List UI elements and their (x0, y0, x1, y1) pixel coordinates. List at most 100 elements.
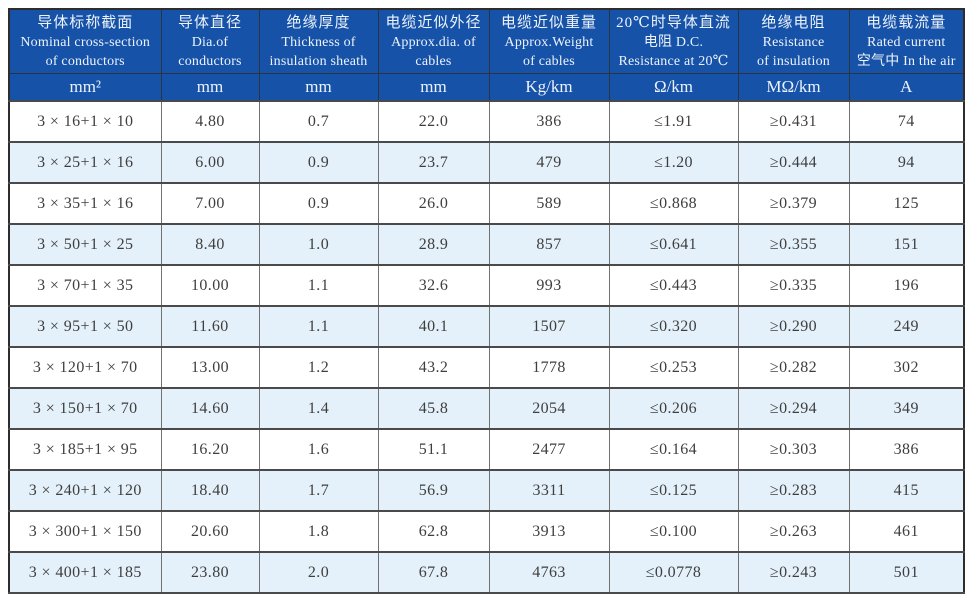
unit-cell: A (848, 73, 965, 102)
data-cell: 3 × 400+1 × 185 (8, 551, 162, 594)
header-line-cn: 导体直径 (177, 14, 242, 31)
data-cell: ≤0.868 (608, 182, 739, 225)
data-cell: ≤0.164 (608, 428, 739, 471)
data-cell: 10.00 (160, 264, 260, 307)
table-row: 3 × 400+1 × 185 23.80 2.0 67.8 4763 ≤0.0… (8, 551, 965, 594)
header-cell-conductor-diameter: 导体直径 Dia.of conductors (160, 8, 260, 74)
header-line-cn: 绝缘电阻 (761, 14, 826, 31)
data-cell: ≥0.263 (737, 510, 850, 553)
data-cell: 0.9 (258, 141, 379, 184)
header-row: 导体标称截面 Nominal cross-section of conducto… (8, 8, 965, 74)
header-cell-insulation-thickness: 绝缘厚度 Thickness of insulation sheath (258, 8, 379, 74)
header-line-mixed: 电阻 D.C. (643, 34, 704, 50)
header-line-en: Dia.of (191, 34, 229, 50)
data-cell: 386 (488, 100, 610, 143)
table-row: 3 × 240+1 × 120 18.40 1.7 56.9 3311 ≤0.1… (8, 469, 965, 512)
header-line-cn: 20℃时导体直流 (616, 14, 731, 31)
data-cell: 1.4 (258, 387, 379, 430)
data-cell: 302 (848, 346, 965, 389)
data-cell: ≥0.283 (737, 469, 850, 512)
header-line-cn: 电缆近似外径 (385, 14, 482, 31)
data-cell: 16.20 (160, 428, 260, 471)
data-cell: ≥0.303 (737, 428, 850, 471)
data-cell: 3 × 25+1 × 16 (8, 141, 162, 184)
header-cell-insulation-resistance: 绝缘电阻 Resistance of insulation (737, 8, 850, 74)
data-cell: ≥0.379 (737, 182, 850, 225)
data-cell: ≤0.253 (608, 346, 739, 389)
data-cell: 3 × 185+1 × 95 (8, 428, 162, 471)
data-cell: 151 (848, 223, 965, 266)
header-line-en: of cables (523, 53, 575, 69)
data-cell: ≤0.0778 (608, 551, 739, 594)
data-cell: 2.0 (258, 551, 379, 594)
header-line-en: Thickness of (281, 34, 356, 50)
data-cell: ≥0.282 (737, 346, 850, 389)
unit-row: mm² mm mm mm Kg/km Ω/km MΩ/km A (8, 73, 965, 102)
table-row: 3 × 70+1 × 35 10.00 1.1 32.6 993 ≤0.443 … (8, 264, 965, 307)
header-line-en: Resistance (762, 34, 825, 50)
data-cell: 4763 (488, 551, 610, 594)
data-cell: 7.00 (160, 182, 260, 225)
data-cell: ≥0.355 (737, 223, 850, 266)
header-line-cn: 绝缘厚度 (286, 14, 351, 31)
data-cell: 125 (848, 182, 965, 225)
data-cell: 3913 (488, 510, 610, 553)
data-cell: ≥0.243 (737, 551, 850, 594)
data-cell: 51.1 (377, 428, 490, 471)
data-cell: 32.6 (377, 264, 490, 307)
data-cell: ≤1.20 (608, 141, 739, 184)
data-cell: 3 × 240+1 × 120 (8, 469, 162, 512)
table-row: 3 × 185+1 × 95 16.20 1.6 51.1 2477 ≤0.16… (8, 428, 965, 471)
data-cell: 3 × 95+1 × 50 (8, 305, 162, 348)
data-cell: 23.7 (377, 141, 490, 184)
data-cell: 415 (848, 469, 965, 512)
data-cell: 20.60 (160, 510, 260, 553)
data-cell: 67.8 (377, 551, 490, 594)
table-row: 3 × 25+1 × 16 6.00 0.9 23.7 479 ≤1.20 ≥0… (8, 141, 965, 184)
data-cell: 23.80 (160, 551, 260, 594)
data-cell: 1.8 (258, 510, 379, 553)
header-line-en: conductors (178, 53, 242, 69)
data-cell: 0.7 (258, 100, 379, 143)
data-cell: 45.8 (377, 387, 490, 430)
data-cell: 26.0 (377, 182, 490, 225)
header-line-cn: 电缆载流量 (866, 14, 947, 31)
header-line-en: Rated current (867, 34, 946, 50)
data-cell: ≤0.100 (608, 510, 739, 553)
data-cell: 196 (848, 264, 965, 307)
table-row: 3 × 150+1 × 70 14.60 1.4 45.8 2054 ≤0.20… (8, 387, 965, 430)
header-line-en: Resistance at 20℃ (618, 53, 729, 69)
header-line-mixed: 空气中 In the air (856, 53, 956, 69)
data-cell: 1.2 (258, 346, 379, 389)
data-cell: ≤0.320 (608, 305, 739, 348)
data-cell: ≥0.294 (737, 387, 850, 430)
header-cell-approx-cable-weight: 电缆近似重量 Approx.Weight of cables (488, 8, 610, 74)
data-cell: 43.2 (377, 346, 490, 389)
header-cell-dc-resistance: 20℃时导体直流 电阻 D.C. Resistance at 20℃ (608, 8, 739, 74)
data-cell: ≥0.431 (737, 100, 850, 143)
data-cell: 589 (488, 182, 610, 225)
data-cell: 1.7 (258, 469, 379, 512)
data-cell: 4.80 (160, 100, 260, 143)
data-cell: 0.9 (258, 182, 379, 225)
page: 导体标称截面 Nominal cross-section of conducto… (8, 8, 965, 594)
data-cell: ≤0.206 (608, 387, 739, 430)
data-cell: 1.1 (258, 264, 379, 307)
unit-cell: mm (377, 73, 490, 102)
unit-cell: mm (160, 73, 260, 102)
data-cell: 1778 (488, 346, 610, 389)
unit-cell: Ω/km (608, 73, 739, 102)
data-cell: 3 × 150+1 × 70 (8, 387, 162, 430)
data-cell: 62.8 (377, 510, 490, 553)
data-cell: 501 (848, 551, 965, 594)
data-cell: ≤0.443 (608, 264, 739, 307)
data-cell: ≤0.641 (608, 223, 739, 266)
data-cell: 993 (488, 264, 610, 307)
data-cell: ≤0.125 (608, 469, 739, 512)
data-cell: 8.40 (160, 223, 260, 266)
data-cell: ≤1.91 (608, 100, 739, 143)
data-cell: 1507 (488, 305, 610, 348)
data-cell: 6.00 (160, 141, 260, 184)
data-cell: 13.00 (160, 346, 260, 389)
data-cell: 461 (848, 510, 965, 553)
